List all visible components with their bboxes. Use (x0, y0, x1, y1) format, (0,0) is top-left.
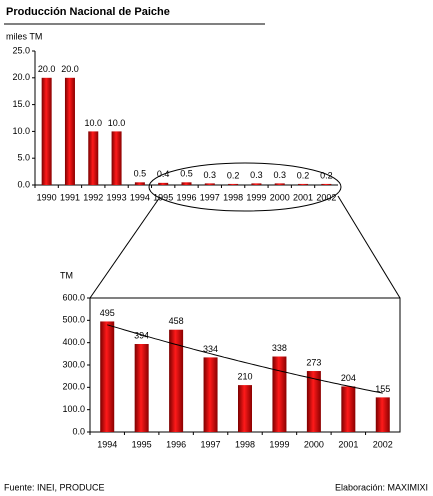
data-label: 10.0 (108, 118, 126, 128)
data-label: 0.3 (204, 170, 217, 180)
data-label: 495 (100, 308, 115, 318)
bar (134, 344, 149, 432)
y-tick-label: 0.0 (72, 426, 85, 436)
y-tick-label: 500.0 (62, 315, 85, 325)
bar (238, 385, 252, 432)
x-tick-label: 1996 (166, 439, 186, 449)
y-tick-label: 15.0 (12, 99, 30, 109)
bar (321, 183, 332, 185)
x-tick-label: 2002 (373, 439, 393, 449)
bar (298, 183, 309, 185)
data-label: 0.3 (273, 170, 286, 180)
x-tick-label: 1992 (83, 192, 103, 202)
y-tick-label: 400.0 (62, 337, 85, 347)
bar (88, 131, 99, 185)
y-tick-label: 200.0 (62, 382, 85, 392)
bar (169, 329, 184, 432)
bar (251, 183, 262, 185)
x-tick-label: 1996 (176, 192, 196, 202)
x-tick-label: 1997 (201, 439, 221, 449)
data-label: 155 (375, 384, 390, 394)
bar (204, 183, 215, 185)
x-tick-label: 1995 (132, 439, 152, 449)
data-label: 0.5 (134, 169, 147, 179)
bar (375, 397, 390, 432)
x-tick-label: 2001 (338, 439, 358, 449)
data-label: 20.0 (61, 64, 79, 74)
x-tick-label: 1993 (107, 192, 127, 202)
data-label: 0.2 (227, 170, 240, 180)
data-label: 0.4 (157, 169, 170, 179)
bar (134, 182, 145, 185)
x-tick-label: 1999 (246, 192, 266, 202)
x-tick-label: 1994 (97, 439, 117, 449)
data-label: 273 (306, 357, 321, 367)
data-label: 20.0 (38, 64, 56, 74)
x-tick-label: 2000 (304, 439, 324, 449)
zoom-connector (337, 195, 401, 299)
bar (203, 357, 218, 432)
bar (41, 77, 52, 185)
data-label: 204 (341, 373, 356, 383)
x-tick-label: 1999 (269, 439, 289, 449)
x-tick-label: 1995 (153, 192, 173, 202)
data-label: 0.3 (250, 170, 263, 180)
y-tick-label: 600.0 (62, 292, 85, 302)
bar (64, 77, 75, 185)
data-label: 338 (272, 343, 287, 353)
source-note: Fuente: INEI, PRODUCE (4, 482, 105, 492)
y-tick-label: 25.0 (12, 45, 30, 55)
x-tick-label: 1994 (130, 192, 150, 202)
y-tick-label: 20.0 (12, 72, 30, 82)
bar (181, 182, 192, 185)
x-tick-label: 1991 (60, 192, 80, 202)
data-label: 10.0 (85, 118, 103, 128)
chart-title: Producción Nacional de Paiche (6, 6, 170, 18)
bar (274, 183, 285, 185)
y-tick-label: 5.0 (17, 153, 30, 163)
y-tick-label: 0.0 (17, 179, 30, 189)
data-label: 334 (203, 344, 218, 354)
y-tick-label: 10.0 (12, 126, 30, 136)
y-axis-label: miles TM (6, 31, 42, 41)
x-tick-label: 1998 (235, 439, 255, 449)
data-label: 0.2 (320, 170, 333, 180)
bar (111, 131, 122, 185)
data-label: 458 (169, 316, 184, 326)
zoom-ellipse (148, 162, 342, 212)
bar (272, 356, 287, 432)
y-tick-label: 300.0 (62, 359, 85, 369)
bar (306, 371, 321, 432)
x-tick-label: 1997 (200, 192, 220, 202)
trend-line (107, 324, 383, 394)
data-label: 0.2 (297, 170, 310, 180)
x-tick-label: 2000 (270, 192, 290, 202)
zoom-connector (89, 196, 161, 299)
x-tick-label: 1990 (37, 192, 57, 202)
x-tick-label: 1998 (223, 192, 243, 202)
bar (341, 386, 356, 432)
bar (158, 182, 169, 185)
y-axis-label: TM (60, 270, 73, 280)
y-tick-label: 100.0 (62, 404, 85, 414)
bar (228, 183, 239, 185)
x-tick-label: 2001 (293, 192, 313, 202)
data-label: 0.5 (180, 169, 193, 179)
x-tick-label: 2002 (316, 192, 336, 202)
bar (100, 321, 115, 432)
data-label: 210 (237, 371, 252, 381)
credit-note: Elaboración: MAXIMIXI (335, 482, 428, 492)
